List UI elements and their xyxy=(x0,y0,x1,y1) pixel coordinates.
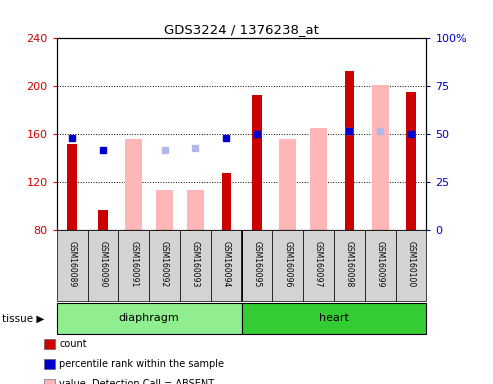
Bar xyxy=(310,128,327,230)
Bar xyxy=(406,93,416,230)
Bar xyxy=(125,139,142,230)
Bar xyxy=(88,230,118,301)
Bar xyxy=(187,190,204,230)
Bar xyxy=(242,303,426,334)
Bar xyxy=(372,85,388,230)
Text: GSM160091: GSM160091 xyxy=(129,242,138,288)
Text: GSM160089: GSM160089 xyxy=(68,242,76,288)
Bar xyxy=(303,230,334,301)
Text: GSM160095: GSM160095 xyxy=(252,241,261,288)
Bar xyxy=(345,71,354,230)
Bar xyxy=(180,230,211,301)
Text: diaphragm: diaphragm xyxy=(119,313,179,323)
Bar xyxy=(118,230,149,301)
Title: GDS3224 / 1376238_at: GDS3224 / 1376238_at xyxy=(164,23,319,36)
Bar xyxy=(98,210,107,230)
Bar xyxy=(211,230,242,301)
Bar xyxy=(156,190,173,230)
Bar xyxy=(334,230,365,301)
Text: GSM160096: GSM160096 xyxy=(283,241,292,288)
Text: GSM160090: GSM160090 xyxy=(99,241,107,288)
Text: percentile rank within the sample: percentile rank within the sample xyxy=(59,359,224,369)
Bar xyxy=(252,95,262,230)
Bar xyxy=(272,230,303,301)
Text: tissue ▶: tissue ▶ xyxy=(2,313,45,323)
Text: GSM160094: GSM160094 xyxy=(222,241,231,288)
Bar xyxy=(395,230,426,301)
Bar xyxy=(365,230,395,301)
Bar xyxy=(221,173,231,230)
Bar xyxy=(242,230,272,301)
Text: GSM160093: GSM160093 xyxy=(191,241,200,288)
Text: GSM160097: GSM160097 xyxy=(314,241,323,288)
Text: GSM160100: GSM160100 xyxy=(407,242,416,288)
Text: count: count xyxy=(59,339,87,349)
Text: GSM160099: GSM160099 xyxy=(376,241,385,288)
Bar xyxy=(68,144,77,230)
Bar xyxy=(57,230,88,301)
Text: value, Detection Call = ABSENT: value, Detection Call = ABSENT xyxy=(59,379,214,384)
Text: GSM160092: GSM160092 xyxy=(160,242,169,288)
Bar xyxy=(149,230,180,301)
Bar xyxy=(280,139,296,230)
Text: heart: heart xyxy=(319,313,349,323)
Bar xyxy=(57,303,242,334)
Text: GSM160098: GSM160098 xyxy=(345,242,354,288)
